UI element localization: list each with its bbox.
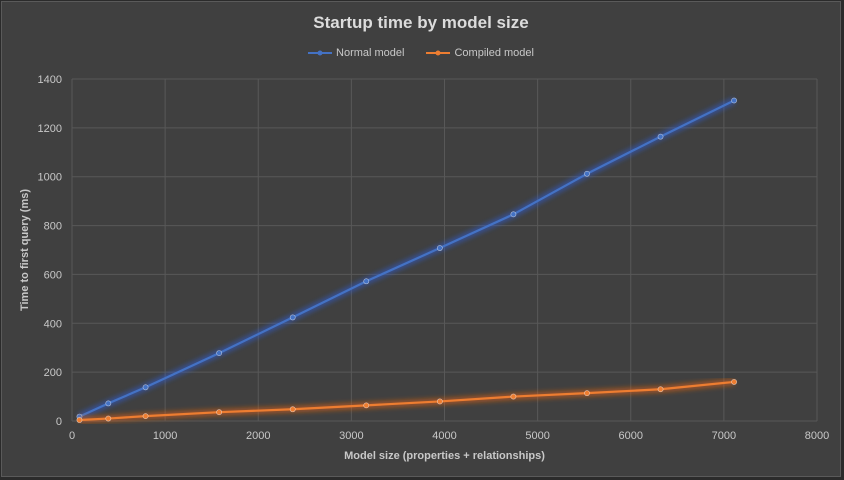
x-tick-label: 8000 [805, 430, 829, 442]
x-tick-label: 2000 [246, 430, 270, 442]
data-point-normal-model [216, 350, 223, 356]
data-point-normal-model [657, 133, 664, 140]
legend-entry-compiled-model: Compiled model [426, 47, 534, 59]
legend-swatch-normal-model [308, 50, 333, 56]
chart-title: Startup time by model size [313, 13, 529, 32]
x-tick-label: 7000 [712, 430, 736, 442]
data-point-compiled-model [289, 406, 296, 413]
data-point-normal-model [436, 245, 443, 251]
data-point-normal-model [289, 314, 296, 321]
x-tick-label: 6000 [619, 430, 643, 442]
data-point-compiled-model [657, 386, 664, 393]
data-point-normal-model [105, 400, 112, 407]
x-tick-label: 3000 [339, 430, 363, 442]
legend-label-compiled-model: Compiled model [454, 47, 534, 59]
axis-tick-labels: 0 200 400 600 800 1000 1200 1400 0 1000 2000 3000 40… [38, 74, 830, 442]
x-tick-label: 5000 [525, 430, 549, 442]
legend: Normal model Compiled model [2, 47, 840, 59]
y-axis-title: Time to first query (ms) [19, 189, 31, 311]
data-point-compiled-model [584, 390, 590, 397]
gridlines [71, 78, 818, 422]
data-point-compiled-model [76, 417, 83, 423]
y-tick-label: 1000 [38, 172, 62, 184]
data-point-normal-model [731, 97, 738, 104]
x-tick-label: 4000 [432, 430, 456, 442]
legend-label-normal-model: Normal model [336, 47, 405, 59]
series-layer [76, 97, 738, 424]
data-point-compiled-model [105, 415, 112, 422]
y-tick-label: 1400 [38, 74, 62, 86]
data-point-compiled-model [216, 409, 223, 416]
y-tick-label: 0 [56, 416, 62, 428]
data-point-compiled-model [731, 379, 738, 385]
data-point-normal-model [584, 170, 590, 177]
data-point-normal-model [363, 278, 370, 285]
data-point-normal-model [510, 211, 517, 218]
x-tick-label: 0 [69, 430, 75, 442]
x-axis-title: Model size (properties + relationships) [344, 450, 545, 462]
data-point-compiled-model [510, 393, 517, 400]
y-tick-label: 1200 [38, 123, 62, 135]
legend-entry-normal-model: Normal model [308, 47, 404, 59]
data-point-compiled-model [363, 402, 370, 409]
data-point-compiled-model [142, 413, 149, 420]
data-point-normal-model [142, 384, 149, 391]
x-tick-label: 1000 [153, 430, 177, 442]
y-tick-label: 600 [44, 269, 62, 281]
data-point-compiled-model [436, 398, 443, 405]
y-tick-label: 200 [44, 367, 62, 379]
y-tick-label: 400 [44, 318, 62, 330]
y-tick-label: 800 [44, 221, 62, 233]
legend-swatch-compiled-model [426, 50, 451, 56]
